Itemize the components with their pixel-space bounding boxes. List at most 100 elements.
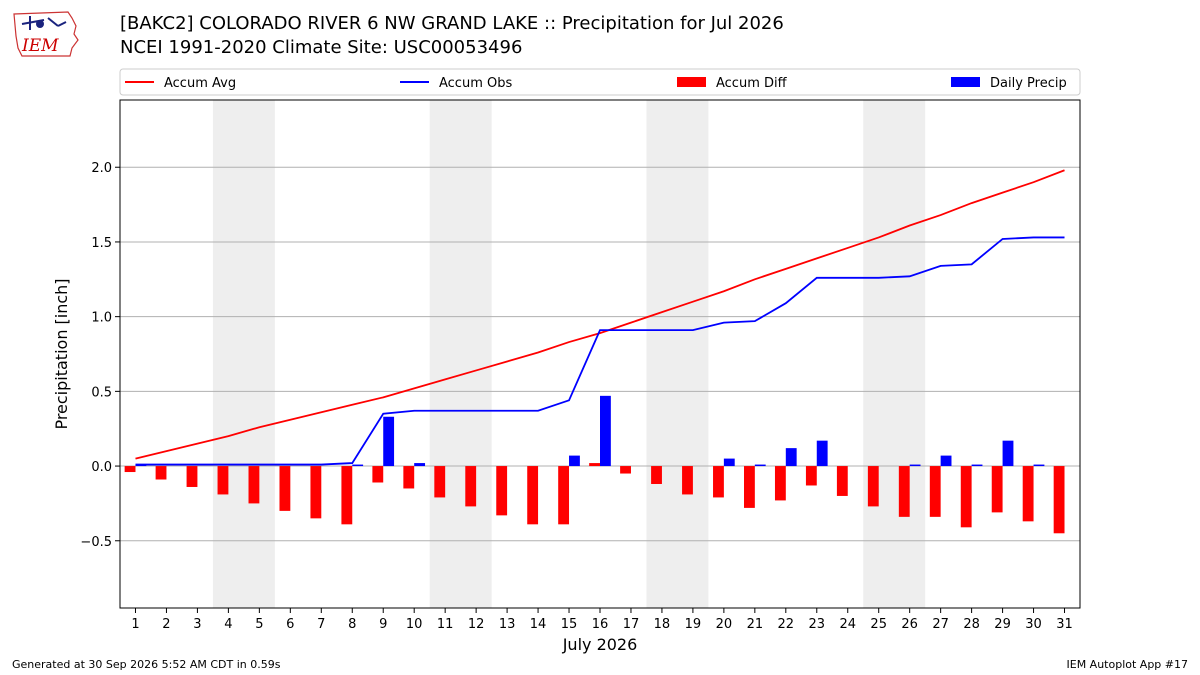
- chart-subtitle: NCEI 1991-2020 Climate Site: USC00053496: [120, 37, 523, 58]
- y-tick-label: −0.5: [80, 535, 112, 550]
- daily-precip-bar: [940, 455, 952, 467]
- accum-diff-bar: [991, 466, 1003, 513]
- accum-diff-bar: [372, 466, 384, 483]
- daily-precip-bar: [414, 463, 426, 467]
- accum-diff-bar: [186, 466, 198, 487]
- x-tick-label: 25: [870, 617, 887, 632]
- x-tick-label: 26: [901, 617, 918, 632]
- iem-logo: IEM: [13, 11, 79, 57]
- accum-diff-bar: [341, 466, 353, 525]
- accum-diff-bar: [279, 466, 291, 511]
- app-label: IEM Autoplot App #17: [1066, 658, 1189, 671]
- accum-diff-bar: [651, 466, 662, 484]
- daily-precip-bar: [754, 464, 766, 467]
- accum-diff-bar: [744, 466, 755, 508]
- y-tick-label: 0.5: [91, 385, 112, 400]
- x-tick-label: 3: [193, 617, 201, 632]
- x-tick-label: 9: [379, 617, 387, 632]
- chart-title: [BAKC2] COLORADO RIVER 6 NW GRAND LAKE :…: [120, 13, 784, 34]
- x-tick-label: 31: [1056, 617, 1073, 632]
- legend-box: [119, 68, 1081, 96]
- generated-timestamp: Generated at 30 Sep 2026 5:52 AM CDT in …: [12, 658, 281, 671]
- x-tick-label: 5: [255, 617, 263, 632]
- x-tick-label: 18: [654, 617, 671, 632]
- x-tick-label: 23: [809, 617, 826, 632]
- weekend-band: [646, 100, 709, 608]
- x-tick-label: 6: [286, 617, 294, 632]
- accum-obs-line: [135, 236, 1065, 466]
- legend-label: Accum Avg: [164, 76, 236, 91]
- accum-diff-bar: [465, 466, 477, 507]
- accum-diff-bar: [403, 466, 415, 489]
- x-tick-label: 12: [468, 617, 485, 632]
- accum-diff-bar: [155, 466, 167, 480]
- weekend-band: [212, 100, 275, 608]
- x-tick-label: 7: [317, 617, 325, 632]
- legend-label: Accum Obs: [439, 76, 512, 91]
- accum-diff-bar: [310, 466, 322, 519]
- x-axis: 1 2 3 4 5 6 7 8 9 10 11 12 13 14 15 16 17 18 19 20 21 22 23 24 2…: [131, 608, 1073, 632]
- accum-diff-bar: [867, 466, 879, 507]
- series-lines: [135, 169, 1065, 466]
- y-tick-label: 0.0: [91, 460, 112, 475]
- daily-precip-bar: [723, 458, 735, 467]
- x-tick-label: 21: [747, 617, 764, 632]
- accum-diff-bar: [960, 466, 972, 528]
- x-tick-label: 27: [932, 617, 949, 632]
- weekend-shading: [212, 100, 926, 608]
- daily-precip-bar: [569, 455, 580, 467]
- x-tick-label: 28: [963, 617, 980, 632]
- x-tick-label: 22: [778, 617, 795, 632]
- accum-diff-bar: [527, 466, 539, 525]
- legend: Accum Avg Accum Obs Accum Diff Daily Precip: [119, 68, 1081, 96]
- bars: [124, 395, 1065, 534]
- x-tick-label: 14: [530, 617, 547, 632]
- daily-precip-bar: [971, 464, 983, 467]
- accum-avg-line: [135, 169, 1065, 460]
- x-tick-label: 2: [162, 617, 170, 632]
- accum-diff-bar: [929, 466, 941, 517]
- x-tick-label: 15: [561, 617, 578, 632]
- accum-diff-bar: [620, 466, 631, 474]
- accum-diff-bar: [496, 466, 508, 516]
- daily-precip-bar: [1002, 440, 1014, 467]
- accum-diff-bar: [836, 466, 848, 496]
- accum-diff-bar: [434, 466, 446, 498]
- accum-diff-bar: [805, 466, 817, 486]
- accum-diff-bar: [1022, 466, 1034, 522]
- weekend-band: [863, 100, 926, 608]
- x-tick-label: 4: [224, 617, 232, 632]
- legend-swatch: [951, 77, 980, 87]
- x-tick-label: 20: [716, 617, 733, 632]
- accum-diff-bar: [248, 466, 260, 504]
- legend-label: Daily Precip: [990, 76, 1067, 91]
- x-tick-label: 17: [623, 617, 640, 632]
- x-tick-label: 24: [839, 617, 856, 632]
- y-axis-label: Precipitation [inch]: [52, 278, 71, 429]
- x-tick-label: 16: [592, 617, 609, 632]
- y-tick-label: 1.5: [91, 236, 112, 251]
- daily-precip-bar: [600, 395, 611, 467]
- accum-diff-bar: [713, 466, 724, 498]
- x-tick-label: 10: [406, 617, 423, 632]
- x-tick-label: 29: [994, 617, 1011, 632]
- accum-diff-bar: [558, 466, 570, 525]
- daily-precip-bar: [816, 440, 828, 467]
- daily-precip-bar: [1033, 464, 1045, 467]
- daily-precip-bar: [909, 464, 921, 467]
- legend-swatch: [677, 77, 706, 87]
- accum-diff-bar: [124, 466, 136, 473]
- x-tick-label: 19: [685, 617, 702, 632]
- accum-diff-bar: [774, 466, 786, 501]
- x-tick-label: 1: [131, 617, 139, 632]
- daily-precip-bar: [383, 416, 395, 467]
- y-axis: −0.5 0.0 0.5 1.0 1.5 2.0: [80, 161, 120, 550]
- x-tick-label: 13: [499, 617, 516, 632]
- legend-label: Accum Diff: [716, 76, 788, 91]
- y-tick-label: 1.0: [91, 311, 112, 326]
- x-tick-label: 11: [437, 617, 454, 632]
- daily-precip-bar: [785, 448, 797, 467]
- accum-diff-bar: [682, 466, 693, 495]
- x-axis-label: July 2026: [562, 635, 638, 654]
